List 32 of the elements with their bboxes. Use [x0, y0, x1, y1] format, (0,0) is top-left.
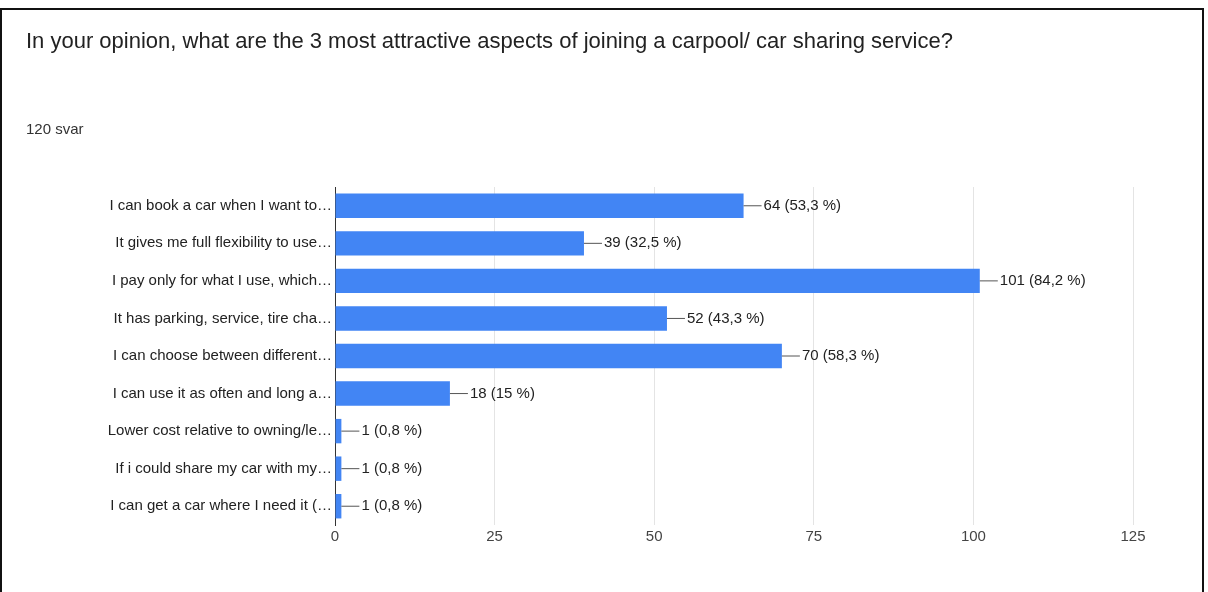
bar: [335, 306, 667, 331]
x-tick-label: 50: [645, 527, 663, 545]
x-tick-label: 75: [805, 527, 823, 545]
bar: [335, 381, 450, 406]
y-tick-label: I can use it as often and long a…: [112, 383, 332, 401]
y-tick-label: I can choose between different…: [112, 346, 332, 364]
data-label: 1 (0,8 %): [361, 421, 423, 439]
y-tick-label: I pay only for what I use, which…: [111, 271, 332, 289]
y-tick-label: I can get a car where I need it (…: [110, 496, 332, 514]
data-label: 18 (15 %): [469, 383, 535, 401]
data-label: 52 (43,3 %): [686, 308, 765, 326]
data-label: 1 (0,8 %): [361, 458, 423, 476]
x-tick-label: 25: [486, 527, 503, 545]
text: 120 svar: [26, 120, 84, 137]
data-label: 1 (0,8 %): [361, 496, 423, 514]
x-tick-label: 0: [330, 527, 340, 545]
data-label: 39 (32,5 %): [603, 233, 682, 251]
chart-title: In your opinion, what are the 3 most attractive aspects of joining a carpool/ car sharing service?: [26, 27, 954, 55]
data-label: 64 (53,3 %): [763, 195, 842, 213]
bar: [335, 193, 744, 218]
y-tick-label: Lower cost relative to owning/le…: [107, 421, 332, 439]
y-tick-label: It has parking, service, tire cha…: [113, 308, 332, 326]
bar: [335, 343, 782, 369]
bar: [335, 268, 980, 294]
y-tick-label: If i could share my car with my…: [115, 458, 332, 476]
bar: [335, 231, 584, 256]
y-tick-label: I can book a car when I want to…: [109, 195, 332, 213]
x-tick-label: 125: [1120, 527, 1146, 545]
y-tick-label: It gives me full flexibility to use…: [115, 233, 332, 251]
x-tick-label: 100: [960, 527, 986, 545]
data-label: 70 (58,3 %): [801, 346, 880, 364]
data-label: 101 (84,2 %): [999, 271, 1086, 289]
